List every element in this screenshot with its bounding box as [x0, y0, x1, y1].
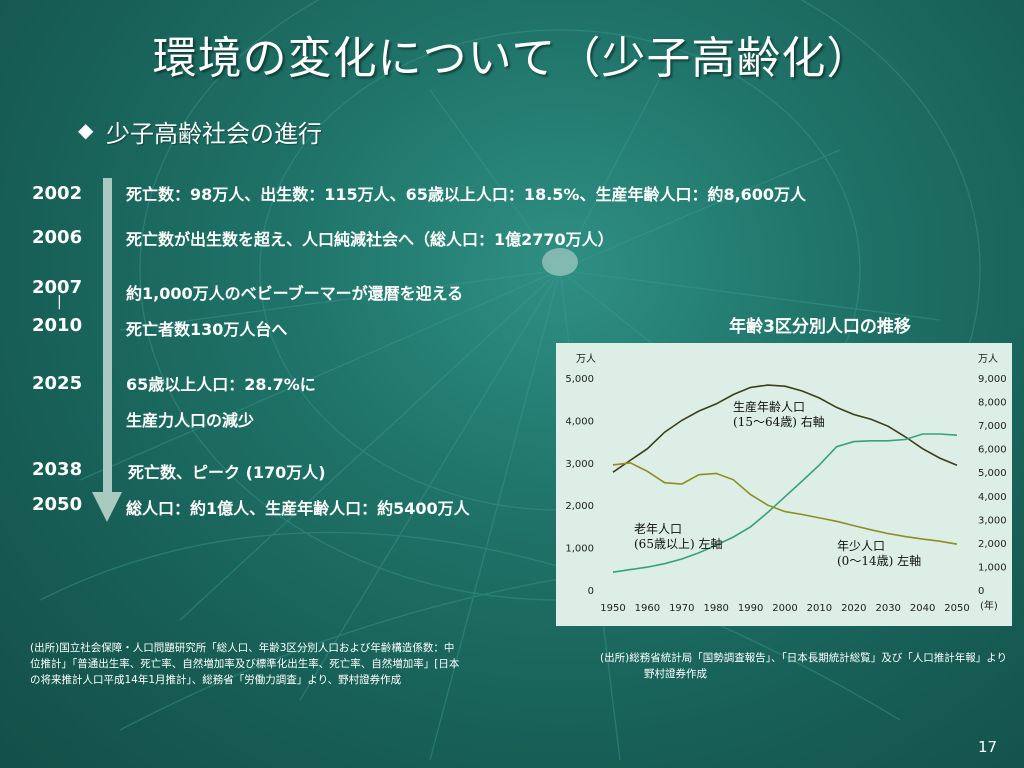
year-2006: 2006: [32, 227, 83, 248]
left-tick-label: 4,000: [565, 416, 594, 427]
x-tick-label: 2020: [841, 603, 866, 614]
x-tick-label: 1950: [600, 603, 625, 614]
chart-panel: 万人 万人 0 1,000 2,000 3,000 4,000 5,000 0 1,000 2,00…: [556, 343, 1012, 626]
right-tick-label: 9,000: [978, 374, 1007, 385]
year-2050: 2050: [32, 494, 83, 515]
right-tick-label: 5,000: [978, 468, 1007, 479]
series-line-老年人口: [612, 433, 958, 573]
source-note-right: (出所)総務省統計局「国勢調査報告」、「日本長期統計総覧」及び「人口推計年報」よ…: [600, 650, 1020, 682]
x-tick-label: 1970: [669, 603, 694, 614]
x-axis-unit: (年): [980, 599, 998, 612]
year-2007: 2007: [32, 277, 83, 298]
section-heading: 少子高齢社会の進行: [106, 120, 322, 148]
right-tick-label: 8,000: [978, 398, 1007, 409]
event-2038: 死亡数、ピーク (170万人): [128, 463, 326, 482]
left-tick-label: 2,000: [565, 501, 594, 512]
right-tick-label: 1,000: [978, 562, 1007, 573]
x-tick-label: 1990: [738, 603, 763, 614]
series-label: (65歳以上) 左軸: [634, 536, 722, 551]
event-2006: 死亡数が出生数を超え、人口純減社会へ（総人口：1億2770万人）: [126, 230, 614, 249]
event-2025-line2: 生産力人口の減少: [126, 411, 255, 430]
source-left-line: (出所)国立社会保障・人口問題研究所「総人口、年齢3区分別人口および年齢構造係数…: [30, 642, 455, 654]
timeline-arrow: [92, 178, 122, 522]
left-tick-label: 3,000: [565, 459, 594, 470]
event-2002: 死亡数：98万人、出生数：115万人、65歳以上人口：18.5%、生産年齢人口：…: [126, 185, 807, 204]
series-label: 老年人口: [634, 522, 682, 536]
source-left-line: の将来推計人口平成14年1月推計」、総務省「労働力調査」より、野村證券作成: [30, 674, 402, 686]
source-right-line: 野村證券作成: [644, 668, 707, 680]
series-label: 生産年齢人口: [733, 399, 805, 414]
series-line-生産年齢人口: [612, 384, 958, 473]
chart-title: 年齢3区分別人口の推移: [729, 317, 911, 337]
left-tick-label: 5,000: [565, 374, 594, 385]
year-2025: 2025: [32, 373, 83, 394]
range-dash: |: [57, 294, 62, 310]
event-2025-line1: 65歳以上人口：28.7%に: [126, 375, 316, 394]
page-number: 17: [978, 738, 998, 756]
year-2038: 2038: [32, 459, 83, 480]
slide-title: 環境の変化について（少子高齢化）: [152, 33, 872, 84]
x-tick-label: 2010: [807, 603, 832, 614]
x-tick-label: 1980: [703, 603, 728, 614]
left-tick-label: 1,000: [565, 544, 594, 555]
year-2010: 2010: [32, 315, 83, 336]
right-tick-label: 3,000: [978, 515, 1007, 526]
year-2002: 2002: [32, 183, 83, 204]
series-label: (15～64歳) 右軸: [733, 414, 825, 429]
event-2010: 死亡者数130万人台へ: [126, 320, 288, 339]
source-right-line: (出所)総務省統計局「国勢調査報告」、「日本長期統計総覧」及び「人口推計年報」よ…: [600, 652, 1007, 664]
series-line-年少人口: [612, 461, 958, 545]
source-left-line: 位推計」「普通出生率、死亡率、自然増加率及び標準化出生率、死亡率、自然増加率」[…: [30, 658, 460, 670]
x-tick-label: 2050: [944, 603, 969, 614]
right-axis-unit: 万人: [978, 353, 998, 365]
left-axis-unit: 万人: [576, 353, 596, 365]
x-tick-label: 2040: [910, 603, 935, 614]
population-line-chart: 万人 万人 0 1,000 2,000 3,000 4,000 5,000 0 1,000 2,00…: [565, 353, 1007, 614]
right-tick-label: 7,000: [978, 421, 1007, 432]
x-tick-label: 2000: [772, 603, 797, 614]
event-2050: 総人口：約1億人、生産年齢人口：約5400万人: [126, 499, 470, 518]
x-tick-label: 2030: [875, 603, 900, 614]
series-label: (0～14歳) 左軸: [837, 553, 921, 568]
series-label: 年少人口: [837, 539, 885, 553]
diamond-bullet-icon: ◆: [78, 118, 94, 142]
right-tick-label: 4,000: [978, 492, 1007, 503]
source-note-left: (出所)国立社会保障・人口問題研究所「総人口、年齢3区分別人口および年齢構造係数…: [30, 640, 540, 688]
right-tick-label: 6,000: [978, 445, 1007, 456]
right-tick-label: 2,000: [978, 539, 1007, 550]
right-tick-label: 0: [978, 586, 984, 597]
event-2007: 約1,000万人のベビーブーマーが還暦を迎える: [126, 284, 464, 303]
x-tick-label: 1960: [635, 603, 660, 614]
left-tick-label: 0: [588, 586, 594, 597]
